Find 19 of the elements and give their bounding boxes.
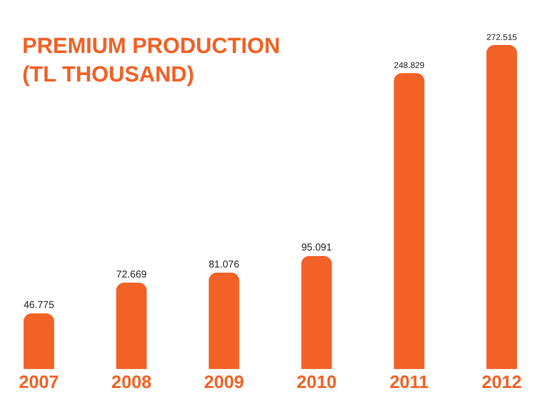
bar xyxy=(301,256,332,369)
x-tick-label: 2008 xyxy=(111,372,152,392)
bar xyxy=(394,73,424,369)
x-tick-label: 2007 xyxy=(18,372,59,392)
bar xyxy=(24,313,54,369)
data-label: 46.775 xyxy=(24,300,55,312)
bar xyxy=(116,282,147,369)
bar xyxy=(208,272,240,369)
data-label: 95.091 xyxy=(301,242,332,254)
x-tick-label: 2011 xyxy=(390,372,429,392)
data-label: 72.669 xyxy=(116,269,148,280)
x-tick-label: 2010 xyxy=(296,372,337,392)
chart-title: PREMIUM PRODUCTION (TL THOUSAND) xyxy=(22,32,280,87)
data-label: 248.829 xyxy=(394,60,425,70)
data-label: 272.515 xyxy=(486,32,518,42)
data-label: 81.076 xyxy=(208,259,240,270)
bar xyxy=(486,45,517,369)
x-tick-label: 2009 xyxy=(204,372,244,392)
x-tick-label: 2012 xyxy=(482,372,522,392)
